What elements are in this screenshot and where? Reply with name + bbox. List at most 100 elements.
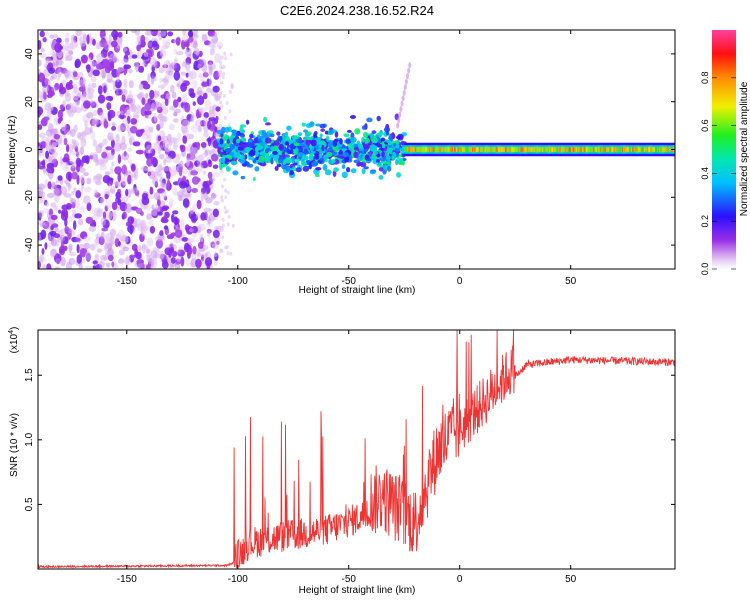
spectrogram-cell xyxy=(97,85,103,95)
spectrogram-cell xyxy=(96,248,103,253)
spectrogram-cell xyxy=(259,151,264,155)
spectrogram-cell xyxy=(530,147,532,152)
spectrogram-cell xyxy=(273,140,280,147)
spectrogram-cell xyxy=(386,165,392,172)
spectrogram-cell xyxy=(138,244,142,253)
spectrogram-cell xyxy=(341,171,348,179)
spectrogram-cell xyxy=(659,147,662,152)
spectrogram-cell xyxy=(177,248,182,255)
spectrogram-cell xyxy=(51,73,58,80)
spectrogram-cell xyxy=(54,114,58,122)
spectrogram-cell xyxy=(366,117,373,123)
spectrogram-cell xyxy=(111,125,117,131)
spectrogram-cell xyxy=(507,147,509,152)
spectrogram-cell xyxy=(638,147,641,152)
spectrogram-cell xyxy=(105,146,113,151)
spectrogram-cell xyxy=(411,147,414,152)
spectrogram-cell xyxy=(119,142,127,150)
spectrogram-cell xyxy=(354,128,361,135)
spectrogram-cell xyxy=(203,116,208,126)
spectrogram-cell xyxy=(309,121,315,127)
spectrogram-cell xyxy=(289,170,294,176)
spectrogram-cell xyxy=(534,147,537,152)
spectrogram-cell xyxy=(200,191,204,202)
spectrogram-cell xyxy=(139,128,145,134)
spectrogram-cell xyxy=(199,253,207,258)
spectrogram-cell xyxy=(53,133,60,140)
spectrogram-cell xyxy=(212,172,221,178)
spectrogram-cell xyxy=(537,147,540,152)
spectrogram-cell xyxy=(144,102,152,111)
spectrogram-cell xyxy=(191,188,199,193)
spectrogram-cell xyxy=(59,104,64,110)
spectrogram-cell xyxy=(378,175,384,180)
spectrogram-cell xyxy=(554,147,556,152)
spectrogram-cell xyxy=(190,79,198,89)
spectrogram-cell xyxy=(137,263,146,269)
spectrogram-cell xyxy=(382,161,389,165)
spectrogram-cell xyxy=(440,147,443,152)
spectrogram-cell xyxy=(64,53,69,62)
spectrogram-cell xyxy=(653,147,655,152)
spectrogram-cell xyxy=(211,193,216,200)
spectrogram-cell xyxy=(202,92,208,100)
spectrogram-cell xyxy=(646,147,649,152)
spectrogram-cell xyxy=(117,124,124,133)
spectrogram-cell xyxy=(320,157,324,161)
spectrogram-cell xyxy=(79,165,83,171)
spectrogram-cell xyxy=(600,147,602,152)
spectrogram-cell xyxy=(203,112,209,119)
spectrogram-cell xyxy=(546,147,549,152)
spectrogram-cell xyxy=(353,151,359,159)
spectrogram-cell xyxy=(399,106,403,113)
spectrogram-cell xyxy=(453,147,455,152)
spectrogram-cell xyxy=(465,147,468,152)
spectrogram-cell xyxy=(189,92,196,99)
x-tick-label: 50 xyxy=(565,276,577,287)
spectrogram-cell xyxy=(324,130,329,135)
spectrogram-cell xyxy=(180,82,188,92)
spectrogram-cell xyxy=(124,170,132,176)
spectrogram-cell xyxy=(562,147,565,152)
spectrogram-cell xyxy=(168,249,172,258)
spectrogram-cell xyxy=(192,41,198,49)
spectrogram-cell xyxy=(219,91,223,96)
spectrogram-cell xyxy=(182,168,188,175)
spectrogram-cell xyxy=(580,147,582,152)
spectrogram-cell xyxy=(126,124,131,134)
spectrogram-cell xyxy=(462,147,465,152)
spectrogram-cell xyxy=(205,88,212,93)
spectrogram-cell xyxy=(578,147,580,152)
spectrogram-cell xyxy=(474,147,476,152)
spectrogram-cell xyxy=(80,138,87,148)
spectrogram-cell xyxy=(426,147,428,152)
spectrogram-cell xyxy=(39,191,46,198)
spectrogram-cell xyxy=(434,147,437,152)
spectrogram-cell xyxy=(152,171,159,177)
spectrogram-cell xyxy=(624,147,626,152)
spectrogram-cell xyxy=(177,96,182,103)
spectrogram-cell xyxy=(493,147,496,152)
spectrogram-cell xyxy=(52,58,59,67)
spectrogram-cell xyxy=(654,147,656,152)
spectrogram-cell xyxy=(109,166,114,175)
spectrogram-cell xyxy=(565,147,568,152)
spectrogram-cell xyxy=(162,76,169,87)
spectrogram-cell xyxy=(639,147,642,152)
spectrogram-cell xyxy=(46,192,55,198)
spectrogram-cell xyxy=(247,163,254,168)
spectrogram-cell xyxy=(248,150,256,157)
spectrogram-cell xyxy=(556,147,558,152)
spectrogram-cell xyxy=(476,147,478,152)
spectrogram-cell xyxy=(220,80,224,85)
spectrogram-cell xyxy=(502,147,504,152)
spectrogram-cell xyxy=(185,258,190,267)
spectrogram-cell xyxy=(439,147,442,152)
spectrogram-cell xyxy=(38,132,46,139)
spectrogram-cell xyxy=(394,139,400,145)
spectrogram-cell xyxy=(281,148,288,153)
spectrogram-cell xyxy=(117,68,121,76)
spectrogram-cell xyxy=(172,210,179,215)
spectrogram-cell xyxy=(170,257,176,264)
